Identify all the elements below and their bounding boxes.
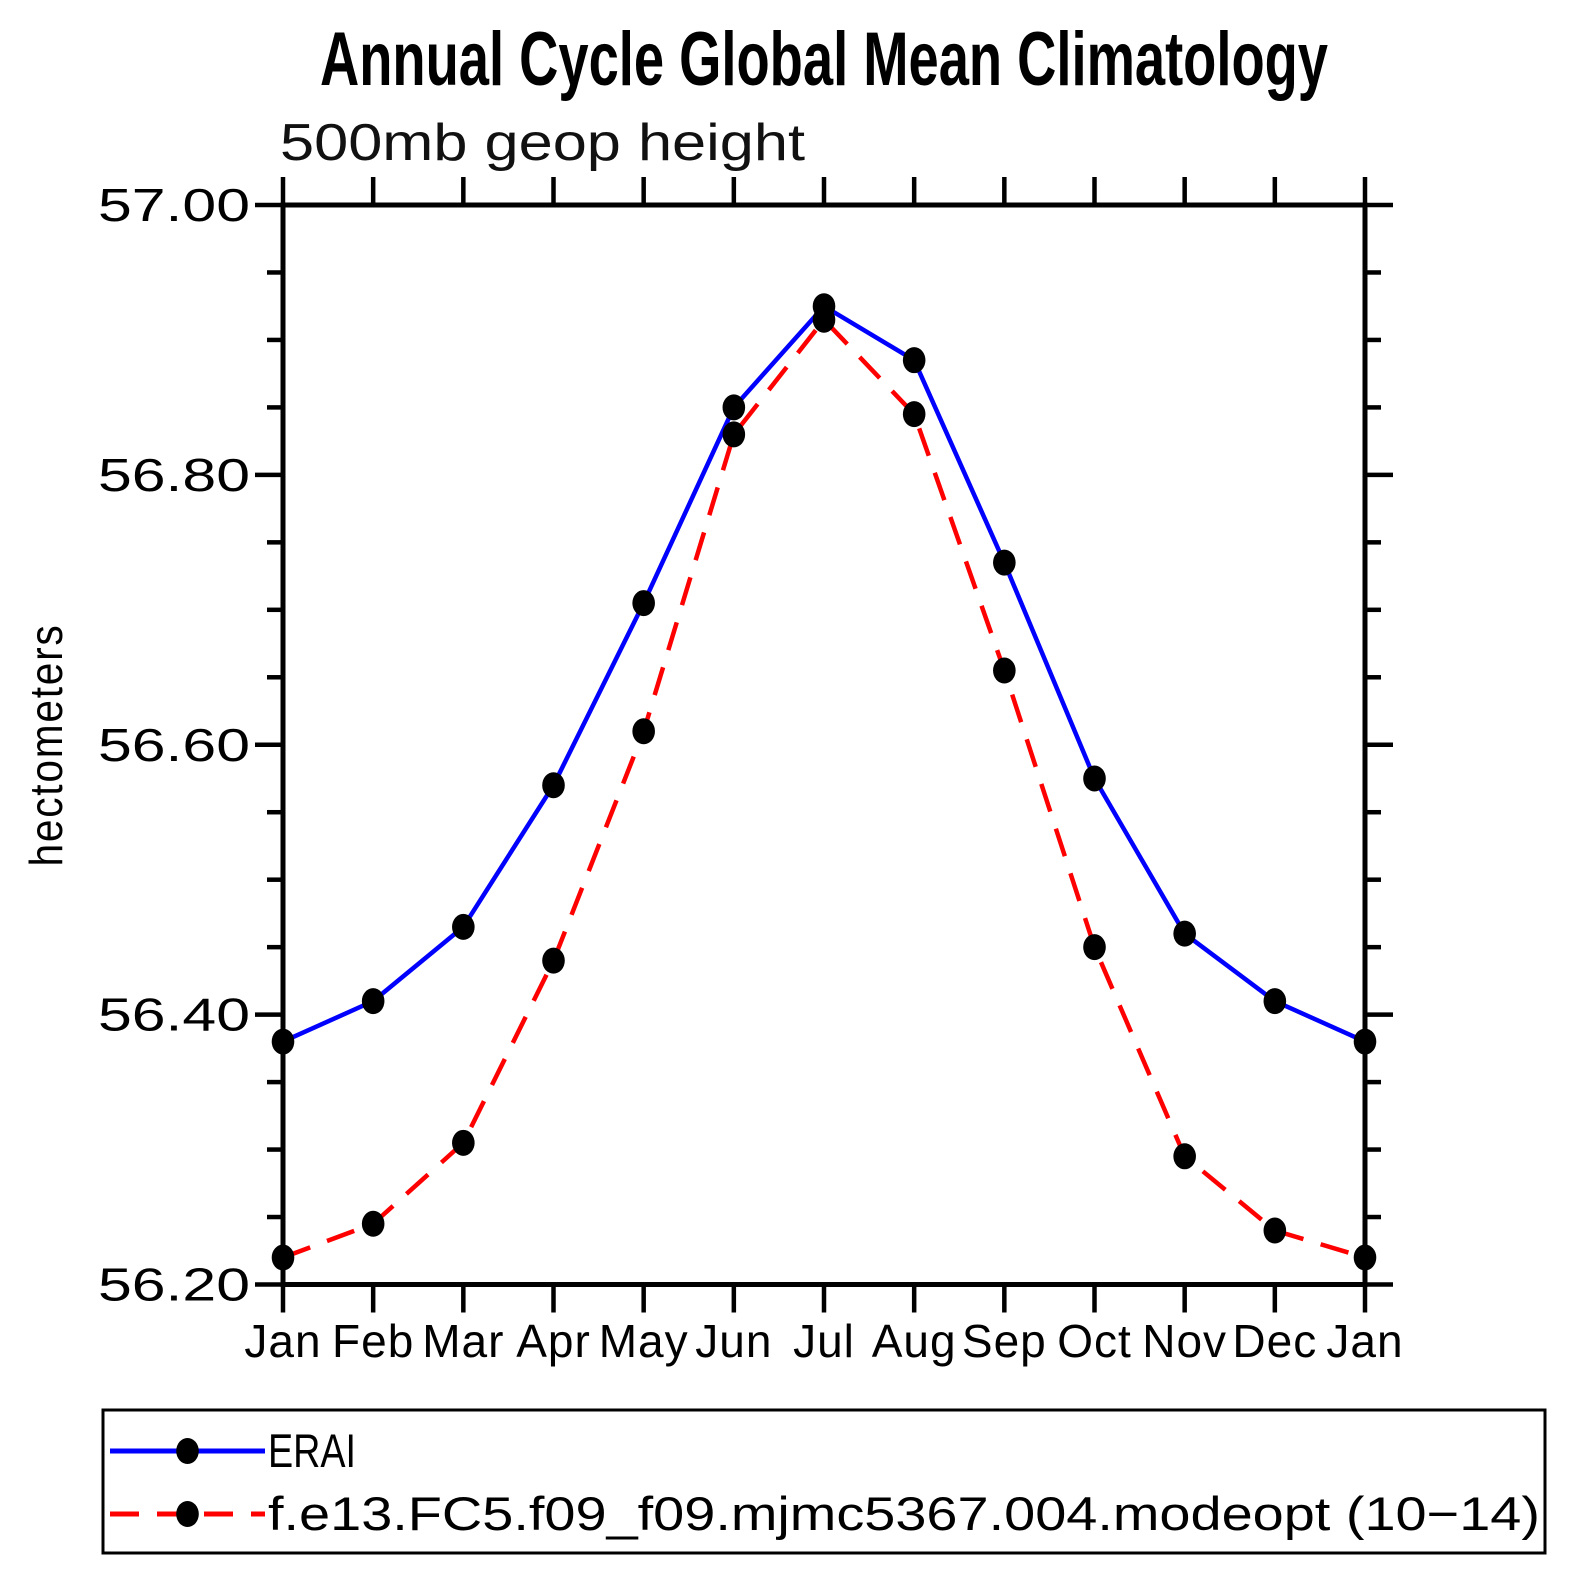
data-point-erai-2 [452, 913, 475, 940]
series-layer [271, 293, 1377, 1271]
data-point-model-9 [1083, 934, 1106, 961]
y-tick-label: 56.20 [98, 1259, 250, 1311]
x-tick-label: Oct [1057, 1315, 1132, 1367]
chart-subtitle: 500mb geop height [280, 114, 806, 172]
x-tick-label: Feb [332, 1315, 414, 1367]
x-tick-label: Nov [1142, 1315, 1227, 1367]
data-point-erai-10 [1173, 920, 1196, 947]
y-tick-label: 56.80 [98, 449, 250, 501]
data-point-model-3 [542, 947, 565, 974]
data-point-model-6 [812, 306, 836, 333]
data-point-model-0 [271, 1244, 295, 1271]
chart-title: Annual Cycle Global Mean Climatology [320, 17, 1328, 102]
legend-label-erai: ERAI [268, 1424, 356, 1477]
data-point-erai-4 [632, 590, 655, 617]
data-point-erai-8 [993, 549, 1016, 576]
data-point-erai-12 [1353, 1028, 1377, 1055]
data-point-model-2 [452, 1129, 475, 1156]
legend: ERAI f.e13.FC5.f09_f09.mjmc5367.004.mode… [101, 1408, 1547, 1555]
data-point-erai-0 [271, 1028, 295, 1055]
data-point-erai-3 [542, 772, 565, 799]
data-point-model-4 [632, 718, 655, 745]
legend-marker-model-dot [176, 1501, 199, 1527]
data-point-erai-11 [1263, 988, 1287, 1015]
x-tick-label: Mar [422, 1315, 504, 1367]
legend-box [101, 1408, 1547, 1555]
data-point-model-8 [993, 657, 1016, 684]
x-tick-label: Jul [793, 1315, 855, 1367]
y-tick-label: 56.60 [98, 719, 250, 771]
plot-box [280, 202, 1368, 1287]
data-point-model-10 [1173, 1143, 1196, 1170]
legend-label-model: f.e13.FC5.f09_f09.mjmc5367.004.modeopt (… [268, 1487, 1540, 1540]
series-line-erai [282, 303, 1366, 1044]
x-tick-label: May [599, 1315, 689, 1367]
data-point-model-12 [1353, 1244, 1377, 1271]
data-point-erai-9 [1083, 765, 1106, 792]
data-point-erai-5 [722, 394, 746, 421]
x-tick-label: Dec [1232, 1315, 1317, 1367]
x-tick-label: Jun [695, 1315, 772, 1367]
data-point-erai-7 [902, 347, 926, 374]
x-tick-label: Apr [516, 1315, 591, 1367]
x-tick-label: Sep [962, 1315, 1047, 1367]
data-point-model-5 [722, 421, 746, 448]
data-point-model-1 [361, 1210, 385, 1237]
series-line-model [282, 316, 1366, 1260]
data-point-erai-1 [361, 988, 385, 1015]
y-axis-label: hectometers [20, 624, 72, 867]
axis-ticks [255, 177, 1393, 1313]
y-tick-label: 57.00 [98, 179, 250, 231]
x-tick-label: Aug [872, 1315, 957, 1367]
legend-marker-erai-dot [176, 1438, 199, 1464]
y-tick-label: 56.40 [98, 989, 250, 1041]
x-tick-label: Jan [1326, 1315, 1403, 1367]
x-tick-label: Jan [244, 1315, 321, 1367]
data-point-model-7 [902, 401, 926, 428]
data-point-model-11 [1263, 1217, 1287, 1244]
